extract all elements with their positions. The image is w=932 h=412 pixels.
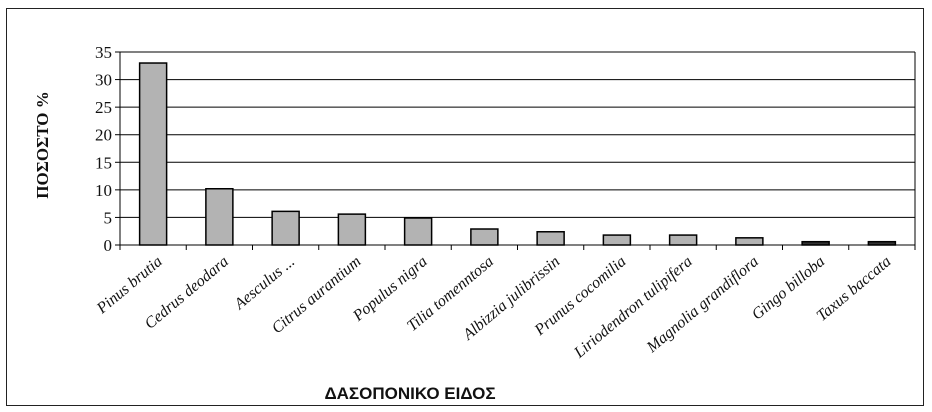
- y-tick-label: 20: [95, 126, 112, 145]
- bars: [138, 62, 897, 246]
- y-axis-label: ΠΟΣΟΣΤΟ %: [33, 91, 52, 198]
- x-tick-label: Magnolia grandiflora: [643, 253, 762, 357]
- y-tick-label: 5: [104, 208, 113, 227]
- bar: [735, 237, 764, 246]
- y-tick-labels: 0 5 10 15 20 25 30 35: [95, 43, 112, 255]
- gridlines: [115, 51, 916, 250]
- bar: [867, 240, 897, 246]
- bar: [470, 228, 499, 246]
- x-axis-label: ΔΑΣΟΠΟΝΙΚΟ ΕΙΔΟΣ: [324, 384, 495, 403]
- y-tick-label: 25: [95, 98, 112, 117]
- y-tick-label: 15: [95, 153, 112, 172]
- bar: [602, 234, 632, 246]
- bar: [337, 213, 367, 246]
- x-tick-label: Liriodendron tulipifera: [570, 253, 695, 362]
- bar: [403, 217, 433, 246]
- bar: [138, 62, 168, 246]
- bar: [205, 188, 234, 246]
- y-tick-label: 0: [104, 236, 113, 255]
- bar: [801, 240, 830, 246]
- x-tick-label: Aesculus ...: [231, 253, 299, 314]
- y-tick-label: 35: [95, 43, 112, 62]
- bar: [536, 231, 565, 246]
- bar: [668, 234, 698, 246]
- y-tick-label: 30: [95, 71, 112, 90]
- y-tick-label: 10: [95, 181, 112, 200]
- bar: [271, 210, 300, 246]
